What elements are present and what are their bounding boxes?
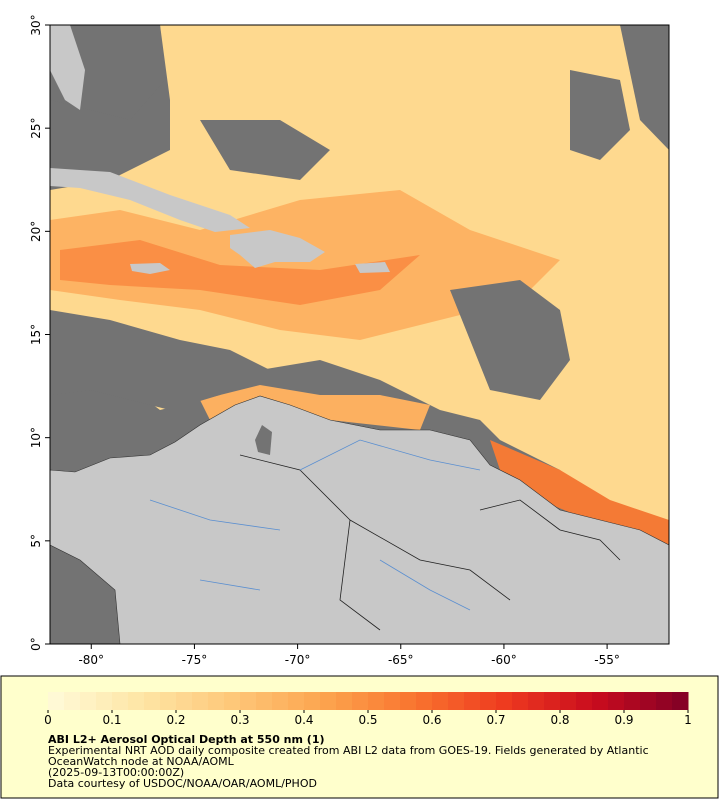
no-data-patch bbox=[620, 25, 669, 150]
colorbar-tick-label: 0.9 bbox=[614, 713, 633, 727]
no-data-patch bbox=[450, 280, 570, 400]
colorbar-tick-label: 0.1 bbox=[102, 713, 121, 727]
y-tick-label: 10° bbox=[29, 427, 43, 448]
no-data-patch bbox=[200, 120, 330, 180]
y-tick-label: 5° bbox=[29, 534, 43, 548]
colorbar-step bbox=[384, 692, 401, 710]
y-tick-label: 0° bbox=[29, 637, 43, 651]
colorbar-step bbox=[496, 692, 513, 710]
colorbar-step bbox=[304, 692, 321, 710]
colorbar-step bbox=[592, 692, 609, 710]
no-data-patch bbox=[50, 310, 270, 410]
colorbar-step bbox=[256, 692, 273, 710]
colorbar-step bbox=[336, 692, 353, 710]
caption-line: Data courtesy of USDOC/NOAA/OAR/AOML/PHO… bbox=[48, 777, 317, 790]
colorbar-tick-label: 1 bbox=[684, 713, 692, 727]
no-data-patch bbox=[570, 70, 630, 160]
colorbar-tick-label: 0.8 bbox=[550, 713, 569, 727]
colorbar-step bbox=[416, 692, 433, 710]
caption-line: (2025-09-13T00:00:00Z) bbox=[48, 766, 184, 779]
colorbar-step bbox=[224, 692, 241, 710]
colorbar-step bbox=[96, 692, 113, 710]
y-tick-label: 20° bbox=[29, 221, 43, 242]
puerto-rico bbox=[355, 262, 390, 273]
colorbar-tick-label: 0.6 bbox=[422, 713, 441, 727]
y-tick-label: 25° bbox=[29, 118, 43, 139]
colorbar-step bbox=[480, 692, 497, 710]
colorbar-step bbox=[640, 692, 657, 710]
colorbar-step bbox=[400, 692, 417, 710]
colorbar-step bbox=[272, 692, 289, 710]
caption-line: Experimental NRT AOD daily composite cre… bbox=[48, 744, 649, 757]
x-tick-label: -60° bbox=[491, 653, 517, 667]
x-tick-label: -55° bbox=[594, 653, 620, 667]
colorbar-step bbox=[656, 692, 673, 710]
colorbar-step bbox=[128, 692, 145, 710]
map bbox=[50, 25, 669, 644]
colorbar-step bbox=[80, 692, 97, 710]
x-tick-label: -65° bbox=[388, 653, 414, 667]
florida bbox=[50, 25, 85, 110]
colorbar-step bbox=[368, 692, 385, 710]
colorbar-step bbox=[352, 692, 369, 710]
jamaica bbox=[130, 263, 170, 274]
colorbar-tick-label: 0.5 bbox=[358, 713, 377, 727]
caption-line: OceanWatch node at NOAA/AOML bbox=[48, 755, 235, 768]
south-america bbox=[50, 395, 669, 644]
colorbar: 0 0.1 0.2 0.3 0.4 0.5 0.6 0.7 0.8 0.9 1 bbox=[44, 692, 692, 727]
colorbar-step bbox=[320, 692, 337, 710]
caption-title: ABI L2+ Aerosol Optical Depth at 550 nm … bbox=[48, 733, 325, 746]
y-tick-label: 15° bbox=[29, 324, 43, 345]
aerosol-high bbox=[60, 240, 420, 305]
x-tick-label: -80° bbox=[78, 653, 104, 667]
colorbar-step bbox=[192, 692, 209, 710]
colorbar-step bbox=[528, 692, 545, 710]
x-tick-label: -75° bbox=[182, 653, 208, 667]
rivers bbox=[149, 439, 481, 611]
colorbar-step bbox=[288, 692, 305, 710]
borders bbox=[239, 454, 621, 631]
colorbar-step bbox=[240, 692, 257, 710]
colorbar-step bbox=[64, 692, 81, 710]
colorbar-step bbox=[160, 692, 177, 710]
axes: -80° -75° -70° -65° -60° -55° 0° 5° 10° 15° 20° 25°… bbox=[29, 14, 620, 667]
aerosol-mid bbox=[50, 190, 560, 340]
cuba bbox=[50, 168, 250, 232]
colorbar-step bbox=[624, 692, 641, 710]
colorbar-step bbox=[576, 692, 593, 710]
colorbar-step bbox=[176, 692, 193, 710]
hispaniola bbox=[230, 230, 325, 268]
colorbar-step bbox=[672, 692, 689, 710]
colorbar-step bbox=[544, 692, 561, 710]
colorbar-step bbox=[48, 692, 65, 710]
colorbar-tick-label: 0 bbox=[44, 713, 52, 727]
colorbar-step bbox=[432, 692, 449, 710]
colorbar-step bbox=[144, 692, 161, 710]
aerosol-coast bbox=[200, 385, 430, 430]
colorbar-step bbox=[512, 692, 529, 710]
colorbar-step bbox=[112, 692, 129, 710]
x-tick-label: -70° bbox=[285, 653, 311, 667]
colorbar-step bbox=[208, 692, 225, 710]
colorbar-tick-label: 0.2 bbox=[166, 713, 185, 727]
colorbar-step bbox=[608, 692, 625, 710]
colorbar-step bbox=[560, 692, 577, 710]
colorbar-step bbox=[448, 692, 465, 710]
colorbar-step bbox=[464, 692, 481, 710]
y-tick-label: 30° bbox=[29, 14, 43, 35]
colorbar-tick-label: 0.4 bbox=[294, 713, 313, 727]
colorbar-tick-label: 0.3 bbox=[230, 713, 249, 727]
colorbar-tick-label: 0.7 bbox=[486, 713, 505, 727]
lake-maracaibo bbox=[255, 425, 272, 455]
